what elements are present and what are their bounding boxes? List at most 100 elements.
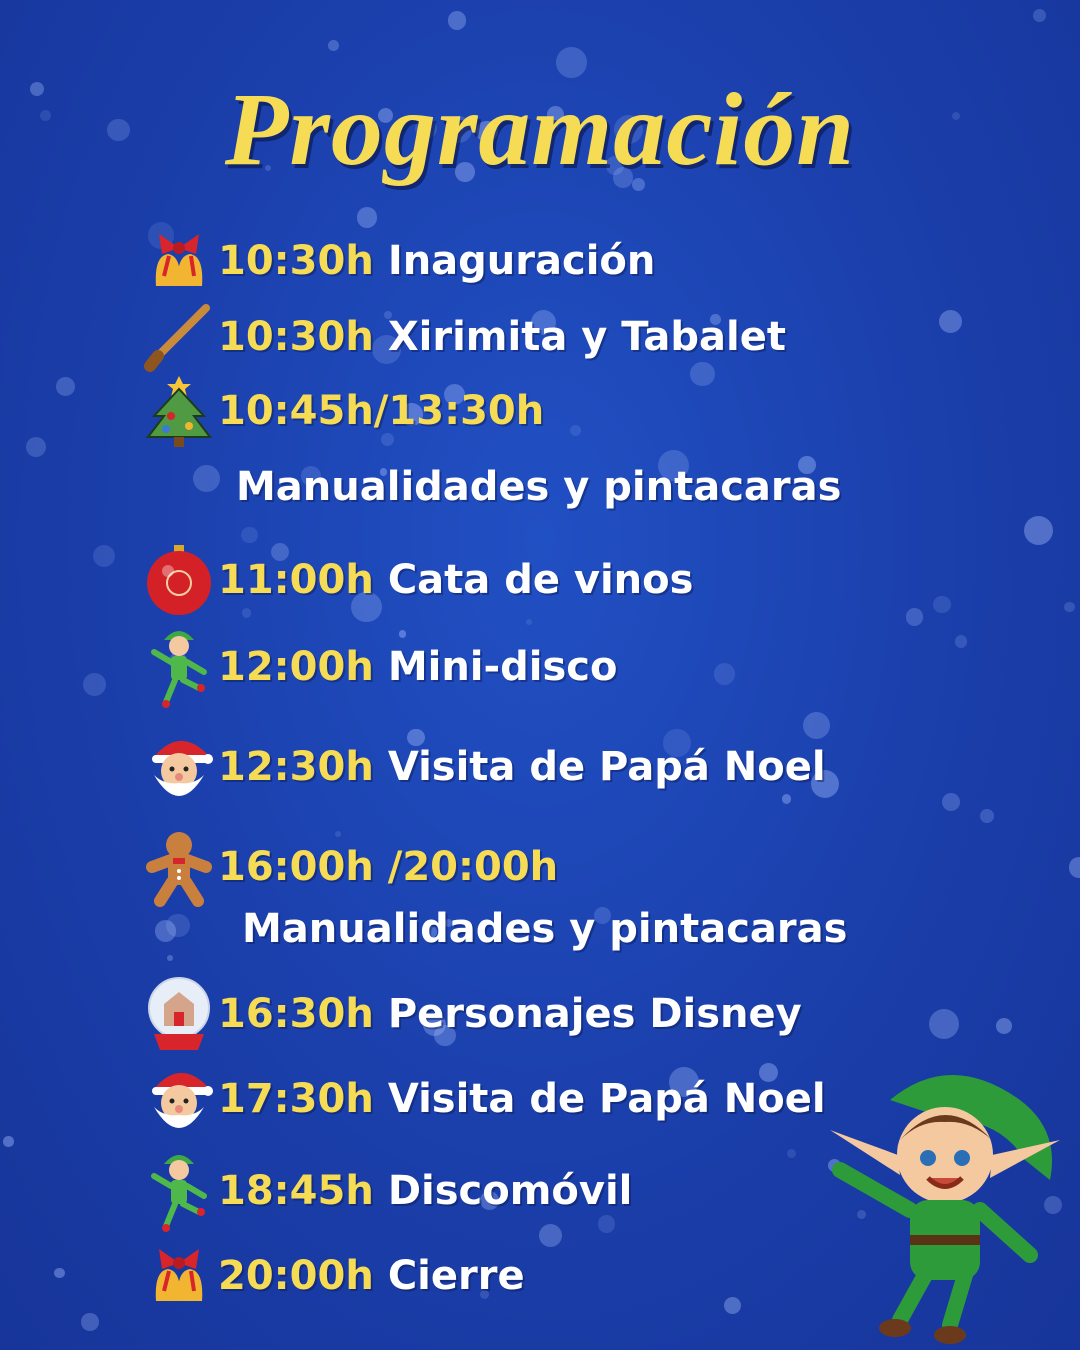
schedule-time: 17:30h	[218, 1076, 374, 1122]
schedule-label: Visita de Papá Noel	[387, 744, 826, 790]
schedule-time: 18:45h	[218, 1168, 374, 1214]
snowflake	[154, 920, 177, 942]
schedule-item: 10:30h Inaguración	[140, 222, 655, 300]
schedule-text: 16:00h /20:00h	[218, 844, 572, 890]
snowflake	[380, 433, 395, 447]
schedule-item: 20:00h Cierre	[140, 1237, 525, 1315]
gingerbread-icon	[140, 828, 218, 907]
snowflake	[613, 114, 644, 145]
schedule-label: Visita de Papá Noel	[387, 1076, 826, 1122]
snowflake	[255, 1003, 269, 1016]
schedule-label: Manualidades y pintacaras	[236, 464, 842, 510]
snowflake	[797, 456, 816, 474]
snowflake	[455, 162, 475, 183]
snowflake	[605, 155, 625, 175]
santa-icon	[140, 1060, 218, 1138]
snowflake	[445, 116, 472, 144]
schedule-item: 10:45h/13:30h	[140, 372, 558, 450]
snow-globe-icon	[140, 975, 218, 1053]
snowflake	[398, 630, 406, 638]
snowflake	[939, 310, 963, 334]
ornament-ball-icon	[140, 541, 218, 619]
snowflake	[400, 403, 423, 426]
snowflake	[1032, 9, 1046, 23]
snowflake	[422, 1013, 446, 1037]
schedule-item: 12:30h Visita de Papá Noel	[140, 728, 826, 806]
snowflake	[657, 450, 689, 482]
snowflake	[996, 1017, 1013, 1034]
elf-illustration	[830, 1075, 1060, 1344]
snowflake	[443, 383, 465, 406]
page-title: Programación	[224, 72, 856, 187]
schedule-time: 20:00h	[218, 1253, 374, 1299]
snowflake	[40, 110, 51, 121]
snowflake	[690, 361, 715, 387]
schedule-text: 12:00h Mini-disco	[218, 644, 617, 690]
dancing-elf-icon	[140, 628, 218, 708]
snowflake	[724, 1297, 742, 1315]
schedule-item: 12:00h Mini-disco	[140, 628, 617, 708]
santa-icon	[140, 728, 218, 806]
snowflake	[905, 608, 923, 626]
snowflake	[81, 1313, 99, 1331]
snowflake	[594, 907, 612, 924]
snowflake	[107, 119, 130, 142]
snowflake	[786, 1148, 797, 1159]
snowflake	[82, 673, 106, 697]
schedule-text: 17:30h Visita de Papá Noel	[218, 1076, 826, 1122]
snowflake	[612, 167, 633, 188]
snowflake	[3, 1136, 14, 1147]
snowflake	[1064, 601, 1075, 613]
snowflake	[479, 1191, 499, 1211]
snowflake	[93, 544, 116, 567]
snowflake	[569, 425, 582, 437]
snowflake	[270, 542, 290, 562]
schedule-time: 16:30h	[218, 991, 374, 1037]
snowflake	[241, 607, 252, 618]
schedule-item: 10:30h Xirimita y Tabalet	[140, 298, 786, 376]
snowflake	[166, 913, 190, 937]
schedule-time: 11:00h	[218, 557, 374, 603]
snowflake	[29, 81, 45, 97]
snowflake	[56, 377, 76, 397]
snowflake	[407, 728, 425, 747]
snowflake	[379, 468, 388, 476]
snowflake	[356, 207, 378, 228]
snowflake	[328, 39, 340, 51]
schedule-label: Cierre	[387, 1253, 525, 1299]
snowflake	[563, 768, 576, 781]
schedule-label: Cata de vinos	[387, 557, 694, 603]
flute-icon	[140, 298, 218, 376]
snowflake	[1044, 1196, 1063, 1214]
schedule-time: 10:30h	[218, 238, 374, 284]
schedule-text: 18:45h Discomóvil	[218, 1168, 632, 1214]
snowflake	[555, 47, 587, 79]
snowflake	[433, 1024, 456, 1047]
snowflake	[597, 1215, 616, 1234]
schedule-text: 10:30h Inaguración	[218, 238, 655, 284]
schedule-text: 11:00h Cata de vinos	[218, 557, 693, 603]
snowflake	[476, 120, 498, 142]
schedule-label: Discomóvil	[387, 1168, 633, 1214]
snowflake	[951, 111, 960, 120]
snowflake	[372, 334, 402, 364]
schedule-text: 10:30h Xirimita y Tabalet	[218, 314, 786, 360]
schedule-label: Manualidades y pintacaras	[242, 906, 848, 952]
snowflake	[384, 310, 392, 319]
schedule-label: Mini-disco	[387, 644, 618, 690]
snowflake	[942, 793, 960, 811]
snowflake	[192, 464, 221, 493]
snowflake	[526, 619, 533, 626]
snowflake	[350, 591, 382, 623]
schedule-time: 12:30h	[218, 744, 374, 790]
schedule-label: Personajes Disney	[387, 991, 802, 1037]
schedule-time: 10:45h/13:30h	[218, 388, 545, 434]
schedule-text: 10:45h/13:30h	[218, 388, 558, 434]
snowflake	[447, 11, 467, 30]
snowflake	[781, 794, 792, 804]
snowflake	[26, 436, 47, 458]
snowflake	[933, 595, 951, 614]
snowflake	[929, 1008, 960, 1040]
snowflake	[632, 178, 646, 192]
snowflake	[546, 106, 565, 124]
